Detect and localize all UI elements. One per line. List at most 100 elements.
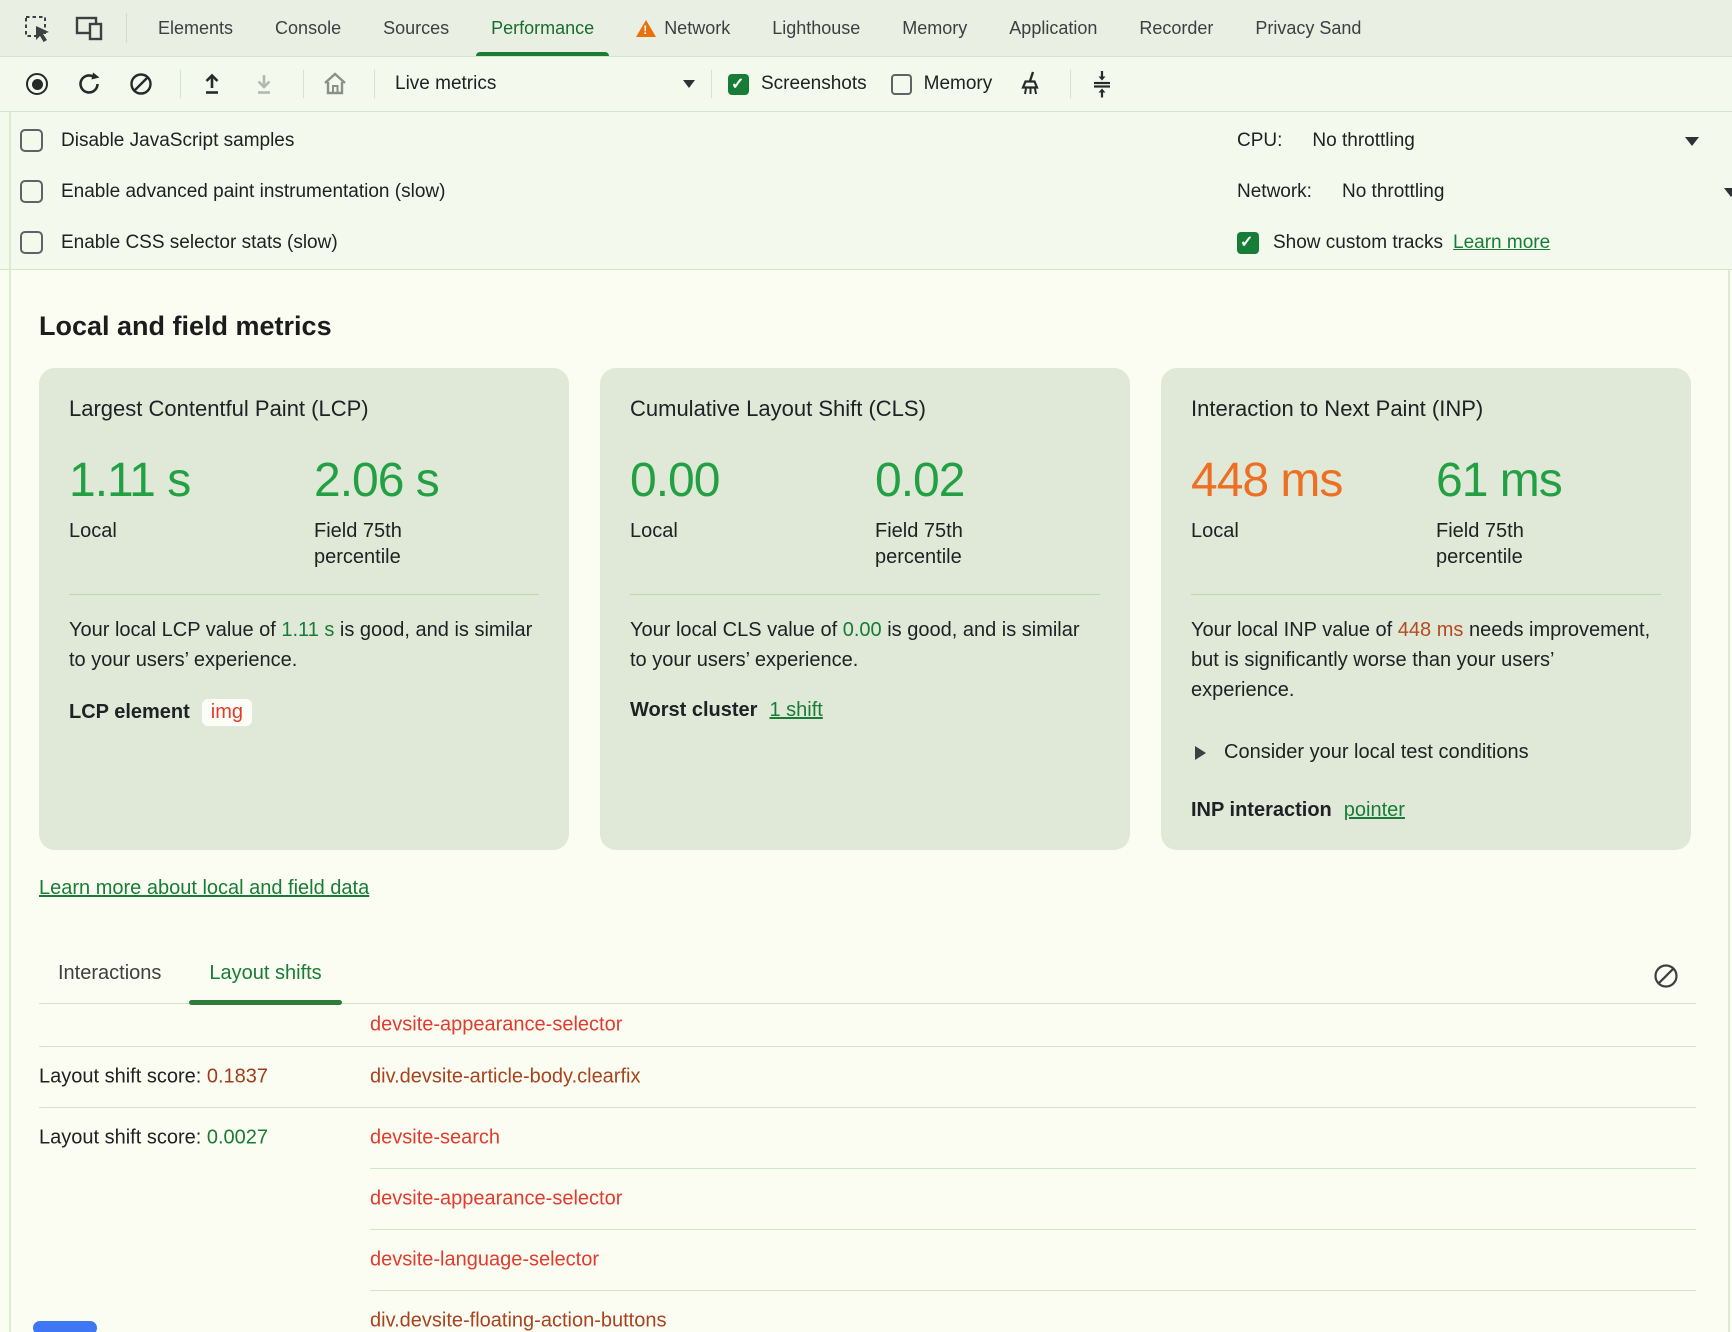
toolbar-divider — [126, 13, 127, 43]
card-divider — [69, 594, 539, 595]
panel-tabs: Elements Console Sources Performance Net… — [137, 0, 1382, 56]
card-divider — [1191, 594, 1661, 595]
tab-label: Application — [1009, 18, 1097, 39]
tab-memory[interactable]: Memory — [881, 0, 988, 56]
score-value: 0.0027 — [207, 1126, 268, 1148]
inp-interaction-label: INP interaction — [1191, 799, 1332, 822]
checkbox-checked-icon — [1237, 232, 1259, 254]
tab-performance[interactable]: Performance — [470, 0, 615, 56]
tab-label: Lighthouse — [772, 18, 860, 39]
tab-network[interactable]: Network — [615, 0, 751, 56]
field-label: Field 75th percentile — [314, 518, 444, 570]
inp-description: Your local INP value of 448 ms needs imp… — [1191, 615, 1661, 705]
layout-shift-row: devsite-language-selector — [0, 1229, 1732, 1290]
row-divider — [370, 1168, 1696, 1169]
field-label: Field 75th percentile — [875, 518, 1005, 570]
checkbox-unchecked-icon — [20, 129, 43, 152]
clear-button[interactable] — [126, 69, 156, 99]
network-value: No throttling — [1342, 181, 1444, 203]
clear-log-button[interactable] — [1652, 962, 1680, 990]
home-button[interactable] — [320, 69, 350, 99]
tab-label: Recorder — [1139, 18, 1213, 39]
show-custom-tracks-checkbox[interactable]: Show custom tracks Learn more — [1237, 217, 1732, 268]
node-link[interactable]: devsite-search — [370, 1126, 500, 1149]
node-link[interactable]: devsite-language-selector — [370, 1248, 599, 1271]
layout-shift-row: Layout shift score: 0.1837 div.devsite-a… — [0, 1046, 1732, 1107]
memory-checkbox[interactable]: Memory — [891, 73, 993, 95]
card-title: Largest Contentful Paint (LCP) — [69, 396, 539, 422]
metric-cards: Largest Contentful Paint (LCP) 1.11 s Lo… — [39, 368, 1732, 850]
tab-elements[interactable]: Elements — [137, 0, 254, 56]
tab-privacy-sandbox[interactable]: Privacy Sand — [1234, 0, 1382, 56]
layout-shift-row: devsite-appearance-selector — [0, 1004, 1732, 1046]
toolbar-divider — [711, 70, 712, 98]
throttling-settings: CPU: No throttling Network: No throttlin… — [1237, 115, 1732, 268]
desc-text: Your local INP value of — [1191, 619, 1398, 641]
tab-application[interactable]: Application — [988, 0, 1118, 56]
local-test-conditions-disclosure[interactable]: Consider your local test conditions — [1191, 741, 1661, 764]
row-divider — [39, 1046, 1696, 1047]
tab-recorder[interactable]: Recorder — [1118, 0, 1234, 56]
tab-console[interactable]: Console — [254, 0, 362, 56]
tab-label: Performance — [491, 18, 594, 39]
toolbar-divider — [180, 70, 181, 98]
reload-and-record-button[interactable] — [74, 69, 104, 99]
cls-field-value: 0.02 — [875, 456, 1005, 506]
memory-label: Memory — [924, 73, 993, 95]
layout-shift-log: devsite-appearance-selector Layout shift… — [0, 1004, 1732, 1332]
collapse-panel-button[interactable] — [1087, 69, 1117, 99]
local-label: Local — [630, 518, 760, 544]
warning-icon — [636, 20, 656, 37]
save-profile-button[interactable] — [249, 69, 279, 99]
horizontal-scrollbar-thumb[interactable] — [33, 1321, 97, 1332]
garbage-collect-button[interactable] — [1016, 69, 1046, 99]
worst-cluster-link[interactable]: 1 shift — [769, 699, 822, 722]
local-label: Local — [69, 518, 199, 544]
checkbox-label: Enable CSS selector stats (slow) — [61, 232, 338, 254]
inp-interaction-link[interactable]: pointer — [1344, 799, 1405, 822]
screenshots-checkbox[interactable]: Screenshots — [728, 73, 867, 95]
live-metrics-view: Local and field metrics Largest Contentf… — [0, 270, 1732, 1332]
panel-left-border — [9, 112, 11, 1332]
layout-shift-row: Layout shift score: 0.0027 devsite-searc… — [0, 1107, 1732, 1168]
network-throttling-select[interactable]: Network: No throttling — [1237, 166, 1732, 217]
node-link[interactable]: div.devsite-floating-action-buttons — [370, 1309, 666, 1332]
desc-value: 0.00 — [843, 619, 882, 641]
lcp-card: Largest Contentful Paint (LCP) 1.11 s Lo… — [39, 368, 569, 850]
layout-shift-row: div.devsite-floating-action-buttons — [0, 1290, 1732, 1332]
live-metrics-label: Live metrics — [395, 73, 496, 95]
inp-field-value: 61 ms — [1436, 456, 1566, 506]
tab-label: Sources — [383, 18, 449, 39]
learn-more-field-data-link[interactable]: Learn more about local and field data — [39, 877, 369, 899]
layout-shift-score: Layout shift score: 0.0027 — [39, 1126, 268, 1149]
performance-toolbar: Live metrics Screenshots Memory — [0, 57, 1732, 112]
cls-local-value: 0.00 — [630, 456, 875, 506]
learn-more-link[interactable]: Learn more — [1453, 232, 1550, 254]
desc-value: 1.11 s — [281, 619, 334, 641]
node-link[interactable]: div.devsite-article-body.clearfix — [370, 1065, 640, 1088]
cpu-throttling-select[interactable]: CPU: No throttling — [1237, 115, 1732, 166]
lcp-local-value: 1.11 s — [69, 456, 314, 506]
node-link[interactable]: devsite-appearance-selector — [370, 1014, 622, 1037]
tab-layout-shifts[interactable]: Layout shifts — [207, 962, 323, 1003]
inspect-element-icon[interactable] — [22, 13, 52, 43]
live-metrics-dropdown[interactable]: Live metrics — [395, 73, 695, 95]
node-link[interactable]: devsite-appearance-selector — [370, 1187, 622, 1210]
tab-label: Layout shifts — [209, 962, 321, 984]
tab-sources[interactable]: Sources — [362, 0, 470, 56]
capture-settings-pane: Disable JavaScript samples Enable advanc… — [0, 112, 1732, 270]
layout-shift-row: devsite-appearance-selector — [0, 1168, 1732, 1229]
score-value: 0.1837 — [207, 1065, 268, 1087]
cpu-value: No throttling — [1312, 130, 1414, 152]
record-button[interactable] — [22, 69, 52, 99]
desc-text: Your local LCP value of — [69, 619, 281, 641]
tab-label: Console — [275, 18, 341, 39]
lcp-element-node-link[interactable]: img — [202, 699, 252, 726]
tab-lighthouse[interactable]: Lighthouse — [751, 0, 881, 56]
device-toolbar-icon[interactable] — [74, 13, 104, 43]
triangle-right-icon — [1195, 746, 1206, 760]
load-profile-button[interactable] — [197, 69, 227, 99]
card-divider — [630, 594, 1100, 595]
tab-interactions[interactable]: Interactions — [56, 962, 163, 1003]
lcp-field-value: 2.06 s — [314, 456, 444, 506]
